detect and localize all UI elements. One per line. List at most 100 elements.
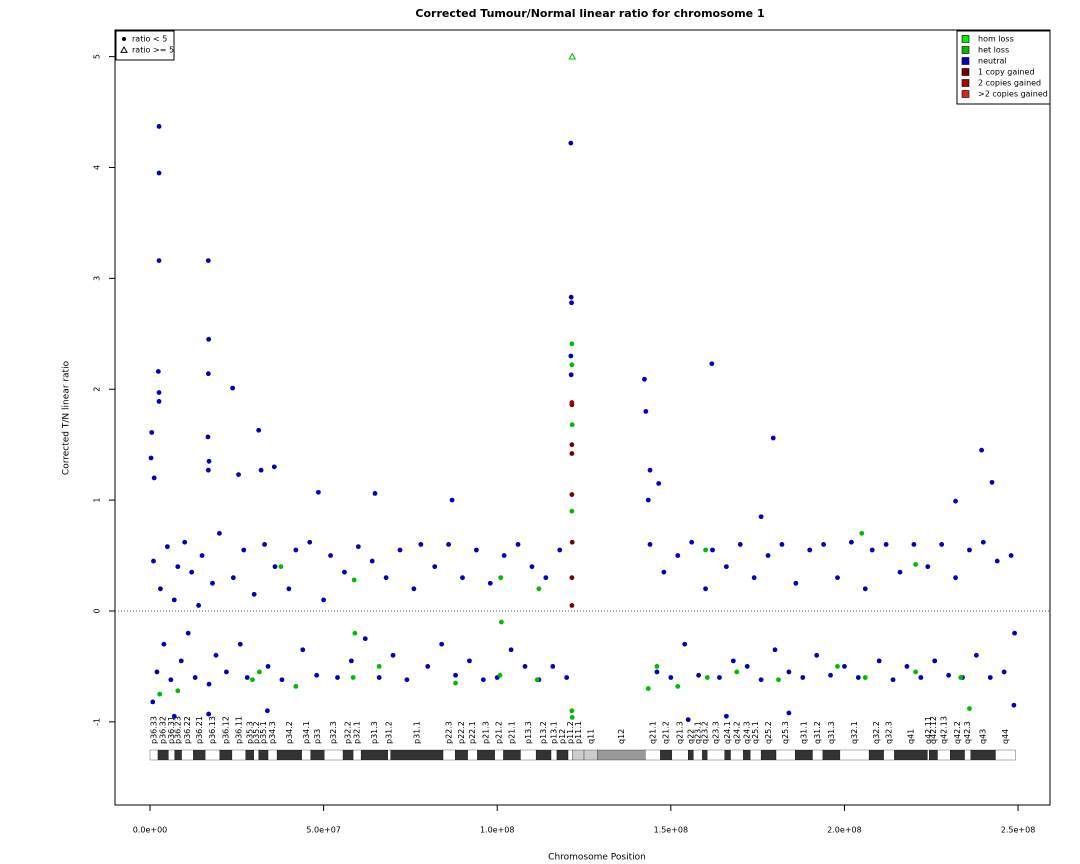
y-tick-label: 3 — [93, 276, 102, 281]
chart-title: Corrected Tumour/Normal linear ratio for… — [415, 7, 764, 20]
cytoband-label: p13.1 — [549, 721, 558, 744]
point — [156, 399, 162, 404]
point — [206, 681, 212, 687]
cytoband-label: q42.13 — [939, 716, 948, 744]
cytoband-label: q12 — [617, 729, 626, 744]
legend-swatch — [961, 90, 970, 98]
cytoband — [583, 749, 598, 761]
cytoband-label: q41 — [906, 729, 915, 744]
point — [723, 713, 729, 719]
point — [835, 575, 840, 581]
cytoband-label: q23.3 — [711, 721, 720, 744]
cytoband — [556, 749, 569, 761]
point — [675, 683, 681, 689]
cytoband-label: p32.2 — [344, 721, 353, 744]
point — [568, 52, 577, 60]
point — [779, 542, 785, 547]
cytoband-label: p34.3 — [268, 721, 277, 744]
cytoband — [258, 749, 269, 761]
legend-swatch — [961, 79, 970, 87]
cytoband-label: q25.3 — [781, 721, 790, 744]
point — [730, 658, 736, 664]
point — [848, 539, 854, 545]
cytoband-label: p13.2 — [539, 721, 548, 744]
point — [568, 372, 574, 378]
point — [967, 706, 972, 711]
cytoband-label: q25.2 — [764, 721, 773, 744]
cytoband — [929, 749, 938, 761]
point — [939, 542, 945, 547]
cytoband — [503, 749, 521, 761]
point — [842, 664, 847, 669]
cytoband-label: q23.1 — [693, 721, 702, 744]
point — [205, 434, 211, 440]
cytoband — [442, 749, 456, 761]
point — [460, 575, 465, 581]
point — [171, 597, 177, 603]
cytoband-label: q25.1 — [751, 721, 760, 744]
point — [158, 586, 163, 592]
cytoband-label: p36.21 — [195, 716, 204, 744]
point — [192, 675, 198, 680]
cytoband — [707, 749, 725, 761]
cytoband — [267, 749, 278, 761]
cytoband-label: p35.3 — [245, 721, 254, 744]
point — [278, 564, 284, 570]
point — [737, 542, 743, 547]
cytoband — [205, 749, 220, 761]
point — [821, 542, 827, 547]
cytoband-label: p36.22 — [183, 716, 192, 744]
cytoband — [455, 749, 468, 761]
point — [835, 664, 840, 669]
point — [913, 669, 919, 675]
point — [265, 664, 271, 669]
cytoband-label: p21.1 — [507, 721, 516, 744]
cytoband — [387, 749, 391, 761]
cytoband — [324, 749, 344, 761]
point — [498, 619, 504, 625]
point — [696, 672, 702, 678]
point — [397, 547, 403, 553]
cytoband — [494, 749, 504, 761]
cytoband-label: p32.1 — [353, 721, 362, 744]
point — [758, 514, 764, 520]
cytoband — [750, 749, 762, 761]
cytoband-label: p34.1 — [302, 721, 311, 744]
cytoband — [724, 749, 731, 761]
cytoband-label: q23.2 — [700, 721, 709, 744]
cytoband-label: p21.3 — [482, 721, 491, 744]
point — [569, 715, 575, 720]
point — [645, 686, 651, 691]
point — [376, 664, 382, 669]
point — [244, 675, 250, 680]
point — [236, 472, 241, 477]
point — [355, 544, 361, 550]
legend-label: ratio >= 5 — [132, 46, 174, 55]
point — [751, 575, 757, 581]
point — [770, 435, 776, 441]
point — [786, 669, 792, 675]
cytoband — [245, 749, 254, 761]
point — [155, 369, 161, 374]
legend-label: het loss — [978, 46, 1009, 55]
point — [918, 675, 924, 680]
point — [250, 677, 255, 683]
point — [256, 669, 262, 675]
cytoband — [352, 749, 362, 761]
point — [643, 409, 649, 414]
point — [223, 669, 229, 675]
point — [316, 489, 321, 495]
cytoband-label: q32.1 — [850, 721, 859, 744]
point — [189, 569, 195, 575]
point — [264, 708, 270, 714]
legend-label: ratio < 5 — [132, 35, 167, 44]
cytoband-label: q42.2 — [953, 721, 962, 744]
point — [156, 170, 162, 176]
cytoband-label: q24.2 — [732, 721, 741, 744]
point — [883, 542, 889, 547]
cytoband-label: q32.2 — [872, 721, 881, 744]
point — [973, 652, 979, 658]
legend-label: 2 copies gained — [978, 79, 1041, 88]
point — [411, 586, 417, 592]
